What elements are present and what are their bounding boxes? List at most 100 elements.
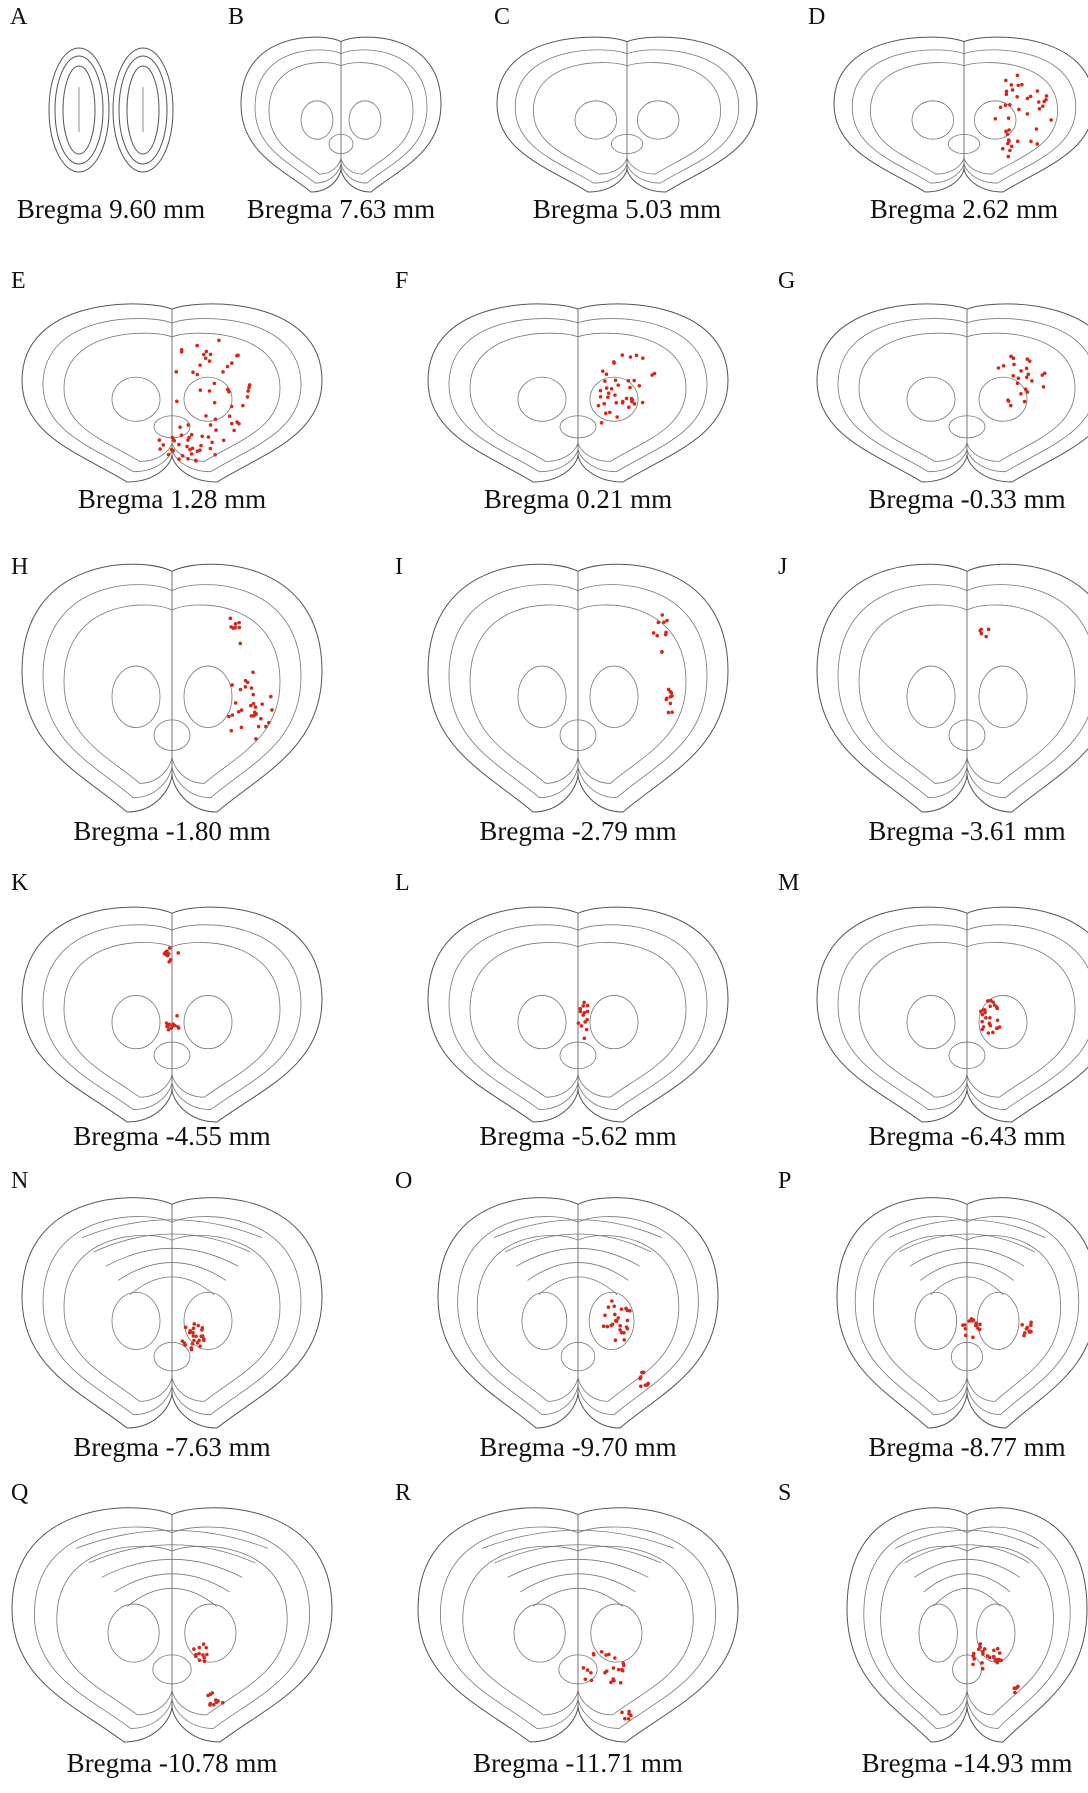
labeled-cell: [199, 1335, 203, 1339]
labeled-cell: [583, 1011, 587, 1015]
labeled-cell: [209, 353, 213, 357]
nucleus-outline: [518, 666, 566, 727]
labeled-cell: [589, 1671, 593, 1675]
inner-contour: [43, 585, 172, 798]
labeled-cell: [994, 117, 998, 121]
labeled-cell: [600, 1650, 604, 1654]
labeled-cell: [257, 725, 261, 729]
labeled-cell: [202, 1656, 206, 1660]
labeled-cell: [1030, 379, 1034, 383]
labeled-cell: [1026, 357, 1030, 361]
labeled-cell: [964, 1334, 968, 1338]
labeled-cell: [190, 452, 194, 456]
labeled-cell: [169, 1026, 173, 1030]
labeled-cell: [1017, 377, 1021, 381]
labeled-cell: [191, 1342, 195, 1346]
labeled-cell: [628, 386, 632, 390]
hemisphere-outline: [578, 907, 728, 1122]
nucleus-outline: [184, 666, 232, 727]
labeled-cell: [632, 379, 636, 383]
labeled-cell: [238, 642, 242, 646]
labeled-cell: [997, 366, 1001, 370]
labeled-cell: [167, 453, 171, 457]
labeled-cell: [625, 397, 629, 401]
labeled-cell: [620, 1711, 624, 1715]
inner-contour: [838, 319, 967, 472]
nucleus-outline: [514, 1604, 565, 1662]
panel: EBregma 1.28 mm: [11, 268, 322, 514]
labeled-cell: [1011, 374, 1015, 378]
labeled-cell: [655, 634, 659, 638]
labeled-cell: [641, 401, 645, 405]
labeled-cell: [197, 1652, 201, 1656]
inner-contour: [578, 942, 686, 1097]
hemisphere-outline: [428, 907, 578, 1122]
labeled-cell: [259, 717, 263, 721]
labeled-cell: [1026, 97, 1030, 101]
labeled-cell: [1012, 363, 1016, 367]
inner-contour: [967, 585, 1088, 798]
labeled-cell: [972, 1654, 976, 1658]
brain-section: [428, 907, 728, 1122]
labeled-cell: [620, 1668, 624, 1672]
labeled-cell: [617, 1668, 621, 1672]
labeled-cell: [1016, 74, 1020, 78]
hemisphere-outline: [22, 304, 172, 482]
labeled-cell: [249, 704, 253, 708]
brain-section: [817, 907, 1088, 1122]
labeled-cell: [981, 1652, 985, 1656]
labeled-cell: [204, 356, 208, 360]
panel-caption: Bregma 1.28 mm: [78, 484, 266, 514]
labeled-cell: [176, 951, 180, 955]
hemisphere-outline: [341, 37, 441, 192]
labeled-cell: [1016, 83, 1020, 87]
labeled-cell: [184, 1326, 188, 1330]
panel-caption: Bregma 2.62 mm: [870, 194, 1058, 224]
panel: OBregma -9.70 mm: [395, 1168, 718, 1462]
labeled-cell: [978, 1323, 982, 1327]
labeled-cell: [999, 1659, 1003, 1663]
labeled-cell: [615, 1319, 619, 1323]
labeled-cell: [616, 383, 620, 387]
labeled-cell: [665, 696, 669, 700]
labeled-cell: [670, 710, 674, 714]
labeled-cell: [203, 1659, 207, 1663]
labeled-cell: [196, 449, 200, 453]
labeled-cell: [638, 384, 642, 388]
inner-contour: [64, 942, 172, 1097]
labeled-cell: [212, 1703, 216, 1707]
labeled-cell: [981, 1667, 985, 1671]
labeled-cell: [173, 439, 177, 443]
labeled-cell: [610, 387, 614, 391]
hemisphere-outline: [578, 564, 728, 812]
labeled-cell: [607, 391, 611, 395]
labeled-cell: [610, 1299, 614, 1303]
brain-section: [22, 907, 322, 1122]
panel-caption: Bregma -10.78 mm: [67, 1748, 278, 1778]
inner-contour: [838, 585, 967, 798]
inner-contour: [470, 605, 578, 783]
labeled-cell: [622, 1338, 626, 1342]
labeled-cell: [635, 354, 639, 358]
labeled-cell: [582, 1666, 586, 1670]
labeled-cell: [202, 1642, 206, 1646]
labeled-cell: [665, 619, 669, 623]
inner-contour: [859, 333, 967, 461]
labeled-cell: [586, 1004, 590, 1008]
panel-caption: Bregma -8.77 mm: [868, 1432, 1065, 1462]
labeled-cell: [1035, 127, 1039, 131]
panel: KBregma -4.55 mm: [11, 870, 322, 1151]
nucleus-outline: [184, 995, 232, 1048]
labeled-cell: [270, 708, 274, 712]
labeled-cell: [667, 711, 671, 715]
panel-letter: G: [778, 268, 795, 294]
labeled-cell: [204, 414, 208, 418]
labeled-cell: [653, 372, 657, 376]
labeled-cell: [251, 693, 255, 697]
labeled-cell: [592, 1652, 596, 1656]
panel: PBregma -8.77 mm: [778, 1168, 1088, 1462]
labeled-cell: [608, 411, 612, 415]
labeled-cell: [633, 402, 637, 406]
labeled-cell: [222, 438, 226, 442]
hemisphere-outline: [22, 907, 172, 1122]
